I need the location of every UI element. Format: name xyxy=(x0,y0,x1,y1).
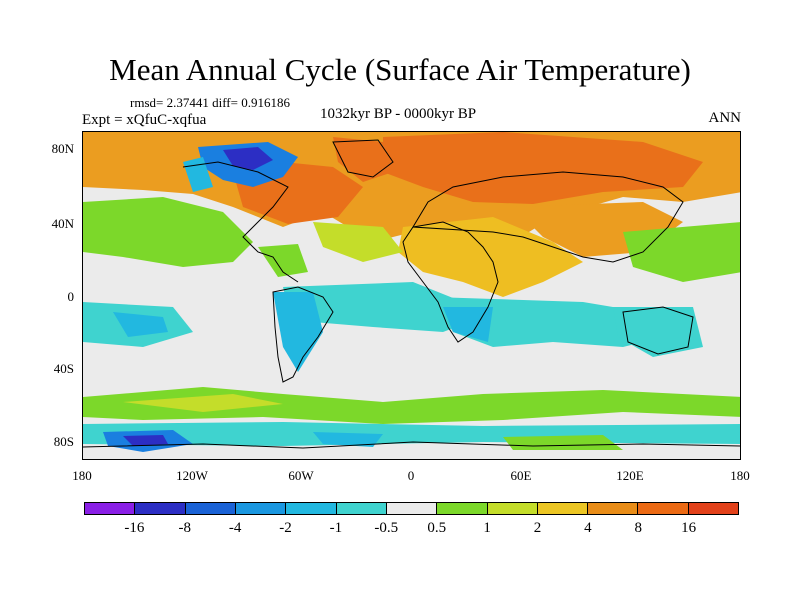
south-america-cool xyxy=(273,292,323,372)
colorbar-label: -2 xyxy=(279,520,292,536)
x-tick-60w: 60W xyxy=(288,468,314,483)
colorbar-label: -4 xyxy=(228,520,242,536)
colorbar-box xyxy=(235,503,287,514)
colorbar-box xyxy=(386,503,438,514)
y-tick-0: 0 xyxy=(67,289,75,304)
x-tick-120w: 120W xyxy=(176,468,208,483)
antarctic-coldest-core xyxy=(123,435,168,446)
colorbar-box xyxy=(638,503,689,514)
colorbar-label: -0.5 xyxy=(374,520,399,536)
south-atlantic-cool xyxy=(283,282,483,332)
colorbar-box xyxy=(688,503,739,514)
season-label: ANN xyxy=(708,110,742,126)
period-label: 1032kyr BP - 0000kyr BP xyxy=(320,106,477,122)
antarctic-cold-patch-2 xyxy=(313,432,383,447)
x-tick-60e: 60E xyxy=(510,468,532,483)
colorbar-box xyxy=(588,503,639,514)
colorbar-label: -1 xyxy=(329,520,343,536)
colorbar-label: -16 xyxy=(124,520,145,536)
temperature-anomaly-map xyxy=(83,132,740,459)
colorbar-box xyxy=(286,503,337,514)
south-africa-cool xyxy=(443,307,493,342)
colorbar-box xyxy=(135,503,186,514)
x-tick-180e: 180 xyxy=(730,468,750,483)
southern-ocean-green xyxy=(83,387,740,424)
colorbar-box xyxy=(487,503,538,514)
canada-coldest-core xyxy=(223,147,273,170)
y-tick-80s: 80S xyxy=(53,434,74,449)
colorbar-label: 8 xyxy=(634,520,642,536)
colorbar-label: -8 xyxy=(178,520,192,536)
y-tick-40n: 40N xyxy=(51,216,74,231)
colorbar-box xyxy=(537,503,589,514)
stats-label: rmsd= 2.37441 diff= 0.916186 xyxy=(130,95,290,110)
colorbar-label: 4 xyxy=(584,520,592,536)
colorbar-label: 0.5 xyxy=(427,520,447,536)
plot-title: Mean Annual Cycle (Surface Air Temperatu… xyxy=(109,52,691,87)
eurasia-strong-warm xyxy=(383,132,703,204)
antarctic-green xyxy=(503,435,623,450)
north-atlantic-green xyxy=(313,222,403,262)
experiment-label: Expt = xQfuC-xqfua xyxy=(82,112,207,128)
greenland-warm xyxy=(333,137,393,182)
x-tick-180w: 180 xyxy=(72,468,92,483)
colorbar-box xyxy=(185,503,236,514)
x-tick-0: 0 xyxy=(407,468,415,483)
colorbar-box xyxy=(437,503,488,514)
y-tick-40s: 40S xyxy=(53,361,74,376)
colorbar-box xyxy=(85,503,136,514)
west-pacific-green xyxy=(623,222,740,282)
central-america-green xyxy=(258,244,308,277)
coastlines xyxy=(83,139,740,449)
colorbar xyxy=(84,502,739,515)
north-pacific-green xyxy=(83,197,253,267)
colorbar-label: 2 xyxy=(533,520,542,536)
y-tick-80n: 80N xyxy=(51,141,74,156)
map-panel xyxy=(82,131,741,460)
colorbar-label: 1 xyxy=(483,520,491,536)
southern-ocean-yellow xyxy=(123,394,283,412)
south-pacific-cool-core xyxy=(113,312,168,337)
x-tick-120e: 120E xyxy=(616,468,644,483)
colorbar-label: 16 xyxy=(681,520,697,536)
africa-mideast-warm xyxy=(398,217,583,297)
colorbar-box xyxy=(336,503,387,514)
